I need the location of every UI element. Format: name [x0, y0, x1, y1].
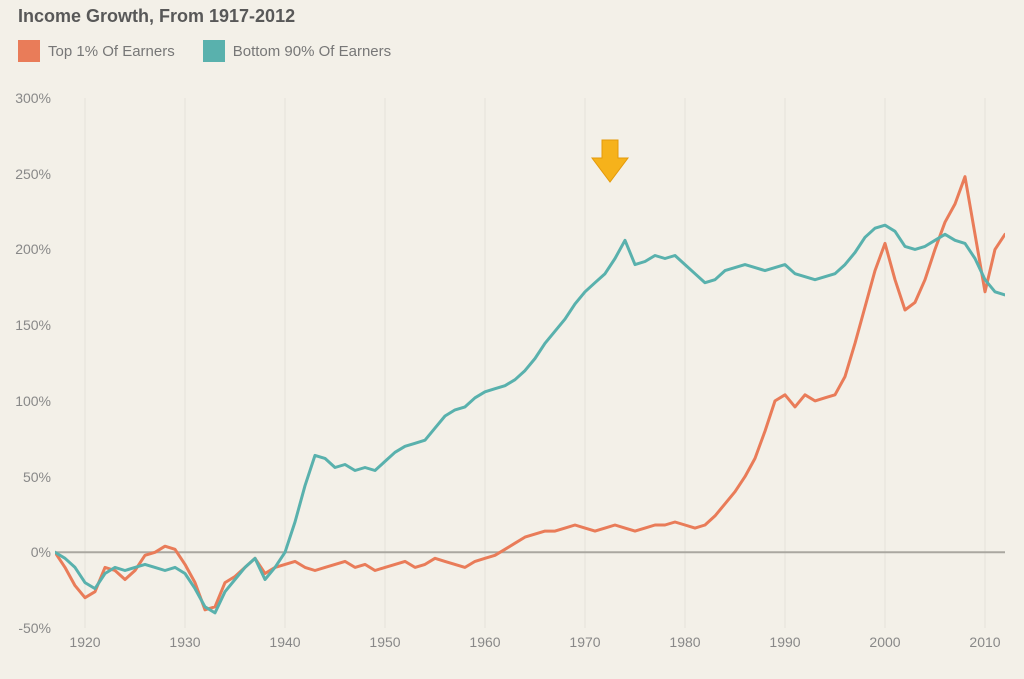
y-axis-tick: 100%: [15, 393, 51, 409]
x-axis-tick: 1920: [69, 634, 100, 650]
x-axis-tick: 1980: [669, 634, 700, 650]
y-axis-tick: 300%: [15, 90, 51, 106]
plot-area: 1920193019401950196019701980199020002010…: [55, 98, 1005, 628]
legend-item: Bottom 90% Of Earners: [203, 40, 391, 62]
legend-swatch-icon: [18, 40, 40, 62]
line-chart: [55, 98, 1005, 628]
series-line: [55, 225, 1005, 613]
legend-label: Bottom 90% Of Earners: [233, 43, 391, 60]
x-axis-tick: 1960: [469, 634, 500, 650]
chart-title: Income Growth, From 1917-2012: [18, 6, 295, 27]
legend-item: Top 1% Of Earners: [18, 40, 175, 62]
legend-swatch-icon: [203, 40, 225, 62]
y-axis-tick: 250%: [15, 166, 51, 182]
x-axis-tick: 2000: [869, 634, 900, 650]
y-axis-tick: 50%: [15, 469, 51, 485]
y-axis-tick: -50%: [15, 620, 51, 636]
y-axis-tick: 150%: [15, 317, 51, 333]
x-axis-tick: 1940: [269, 634, 300, 650]
chart-container: { "title": {"text": "Income Growth, From…: [0, 0, 1024, 679]
chart-legend: Top 1% Of Earners Bottom 90% Of Earners: [18, 40, 391, 62]
x-axis-tick: 2010: [969, 634, 1000, 650]
legend-label: Top 1% Of Earners: [48, 43, 175, 60]
x-axis-tick: 1950: [369, 634, 400, 650]
x-axis-tick: 1930: [169, 634, 200, 650]
x-axis-tick: 1970: [569, 634, 600, 650]
x-axis-tick: 1990: [769, 634, 800, 650]
y-axis-tick: 0%: [15, 544, 51, 560]
annotation-arrow-icon: [590, 138, 630, 189]
y-axis-tick: 200%: [15, 241, 51, 257]
